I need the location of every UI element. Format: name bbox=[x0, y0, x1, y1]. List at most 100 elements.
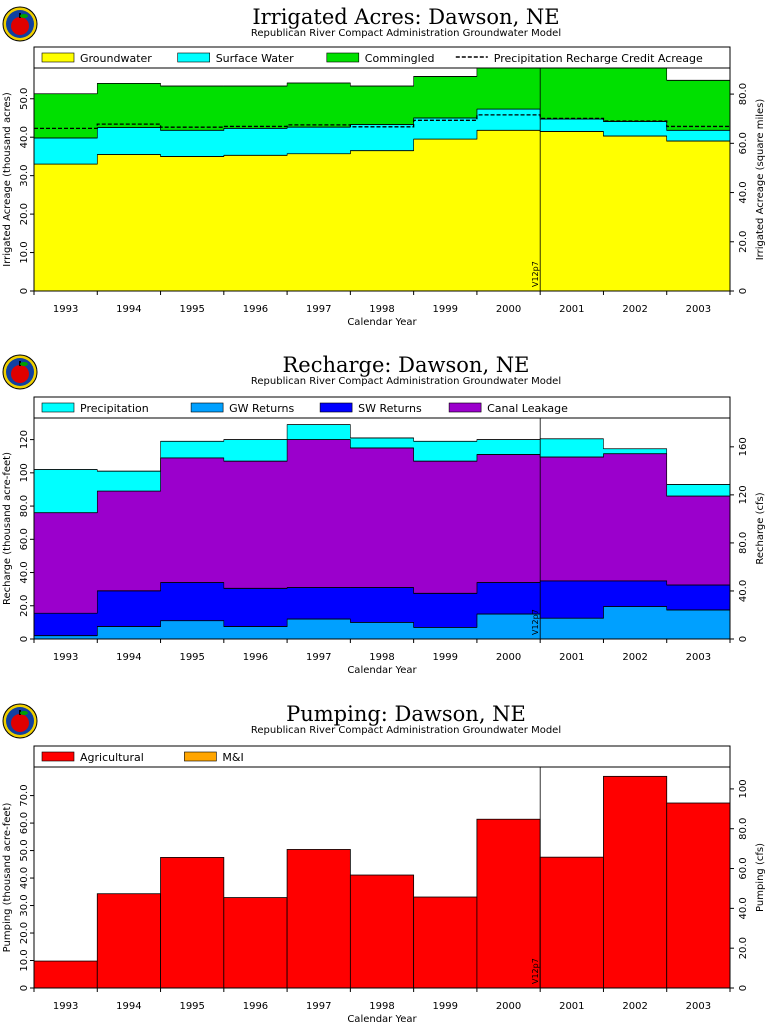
ytick-label-0: 0 bbox=[19, 636, 30, 642]
legend-swatch-0 bbox=[41, 52, 75, 63]
legend-swatch-2 bbox=[319, 402, 353, 413]
legend-label-1: GW Returns bbox=[229, 402, 294, 415]
bar-agricultural-1997 bbox=[286, 849, 351, 989]
legend-label-3: Canal Leakage bbox=[487, 402, 568, 415]
ytick2-label-2: 40.0 bbox=[738, 181, 749, 203]
y-axis-label: Recharge (thousand acre-feet) bbox=[2, 452, 13, 605]
legend-label-1: M&I bbox=[222, 751, 243, 764]
legend: Agricultural M&I bbox=[33, 745, 731, 768]
xtick-label-1999: 1999 bbox=[433, 304, 458, 315]
apple-logo bbox=[2, 354, 38, 390]
ytick2-label-1: 20.0 bbox=[738, 937, 749, 959]
ytick2-label-1: 20.0 bbox=[738, 231, 749, 253]
ytick-label-2: 20.0 bbox=[19, 203, 30, 225]
legend-box bbox=[33, 745, 731, 768]
ytick-label-2: 40.0 bbox=[19, 561, 30, 583]
legend-label-0: Groundwater bbox=[80, 52, 152, 65]
model-version-label: V12p7 bbox=[531, 609, 540, 635]
ytick-label-6: 60.0 bbox=[19, 812, 30, 834]
xtick-label-2002: 2002 bbox=[622, 304, 647, 315]
legend-swatch-0 bbox=[41, 751, 75, 762]
ytick2-label-0: 0 bbox=[738, 288, 749, 294]
y-axis-label: Irrigated Acreage (thousand acres) bbox=[2, 92, 13, 267]
ytick-label-3: 30.0 bbox=[19, 165, 30, 187]
legend-swatch-2 bbox=[326, 52, 360, 63]
bar-agricultural-2001 bbox=[539, 856, 604, 989]
x-axis-label: Calendar Year bbox=[347, 665, 417, 676]
legend-swatch-1 bbox=[177, 52, 210, 63]
bar-agricultural-2002 bbox=[603, 775, 668, 989]
logo-stem bbox=[19, 710, 21, 715]
x-axis-label: Calendar Year bbox=[347, 317, 417, 328]
ytick-label-5: 100 bbox=[19, 463, 30, 482]
logo-leaf bbox=[20, 14, 28, 18]
bar-agricultural-1996 bbox=[223, 897, 288, 989]
ytick2-label-3: 120 bbox=[738, 485, 749, 504]
ytick2-label-3: 60.0 bbox=[738, 857, 749, 879]
xtick-label-1993: 1993 bbox=[53, 1001, 78, 1012]
xtick-label-1994: 1994 bbox=[116, 304, 141, 315]
xtick-label-1995: 1995 bbox=[179, 652, 204, 663]
xtick-label-2001: 2001 bbox=[559, 1001, 584, 1012]
bar-agricultural-1994 bbox=[96, 893, 161, 989]
legend-box bbox=[33, 46, 731, 69]
ytick-label-1: 20.0 bbox=[19, 595, 30, 617]
legend-label-1: Surface Water bbox=[216, 52, 294, 65]
ytick-label-0: 0 bbox=[19, 985, 30, 991]
legend-label-3: Precipitation Recharge Credit Acreage bbox=[494, 52, 703, 65]
xtick-label-1994: 1994 bbox=[116, 1001, 141, 1012]
legend-label-2: SW Returns bbox=[358, 402, 422, 415]
xtick-label-2000: 2000 bbox=[496, 304, 521, 315]
ytick2-label-2: 80.0 bbox=[738, 532, 749, 554]
xtick-label-1996: 1996 bbox=[243, 652, 268, 663]
y2-axis-label: Pumping (cfs) bbox=[755, 843, 766, 912]
ytick-label-0: 0 bbox=[19, 288, 30, 294]
legend: Precipitation GW Returns SW Returns Canal L… bbox=[33, 396, 731, 419]
ytick-label-1: 10.0 bbox=[19, 949, 30, 971]
xtick-label-2002: 2002 bbox=[622, 652, 647, 663]
xtick-label-1997: 1997 bbox=[306, 652, 331, 663]
ytick-label-2: 20.0 bbox=[19, 922, 30, 944]
bar-agricultural-1993 bbox=[33, 960, 98, 989]
ytick-label-6: 120 bbox=[19, 430, 30, 449]
model-version-label: V12p7 bbox=[531, 958, 540, 984]
xtick-label-1999: 1999 bbox=[433, 1001, 458, 1012]
ytick2-label-4: 80.0 bbox=[738, 818, 749, 840]
ytick2-label-0: 0 bbox=[738, 636, 749, 642]
legend-box bbox=[33, 396, 731, 419]
bar-agricultural-2000 bbox=[476, 818, 541, 989]
legend-swatch-1 bbox=[184, 751, 217, 762]
legend: Groundwater Surface Water Commingled Precip… bbox=[33, 46, 731, 69]
xtick-label-1998: 1998 bbox=[369, 652, 394, 663]
logo-apple bbox=[11, 17, 29, 35]
xtick-label-2000: 2000 bbox=[496, 1001, 521, 1012]
ytick-label-4: 80.0 bbox=[19, 495, 30, 517]
xtick-label-1995: 1995 bbox=[179, 304, 204, 315]
xtick-label-1995: 1995 bbox=[179, 1001, 204, 1012]
ytick-label-4: 40.0 bbox=[19, 867, 30, 889]
legend-swatch-0 bbox=[41, 402, 75, 413]
ytick2-label-4: 80.0 bbox=[738, 83, 749, 105]
bar-agricultural-1995 bbox=[160, 857, 225, 989]
y2-axis-label: Recharge (cfs) bbox=[755, 492, 766, 564]
line-series-precip-credit bbox=[34, 114, 730, 130]
legend-label-0: Precipitation bbox=[80, 402, 149, 415]
xtick-label-2003: 2003 bbox=[686, 304, 711, 315]
apple-logo bbox=[2, 6, 38, 42]
xtick-label-1996: 1996 bbox=[243, 304, 268, 315]
logo-leaf bbox=[20, 711, 28, 715]
bar-agricultural-1999 bbox=[413, 896, 478, 989]
ytick2-label-3: 60.0 bbox=[738, 132, 749, 154]
chart-title: Irrigated Acres: Dawson, NE bbox=[252, 5, 559, 29]
ytick2-label-2: 40.0 bbox=[738, 897, 749, 919]
ytick-label-5: 50.0 bbox=[19, 88, 30, 110]
bar-agricultural-1998 bbox=[349, 874, 415, 989]
ytick-label-7: 70.0 bbox=[19, 784, 30, 806]
logo-apple bbox=[11, 714, 29, 732]
legend-label-0: Agricultural bbox=[80, 751, 144, 764]
ytick-label-3: 60.0 bbox=[19, 528, 30, 550]
